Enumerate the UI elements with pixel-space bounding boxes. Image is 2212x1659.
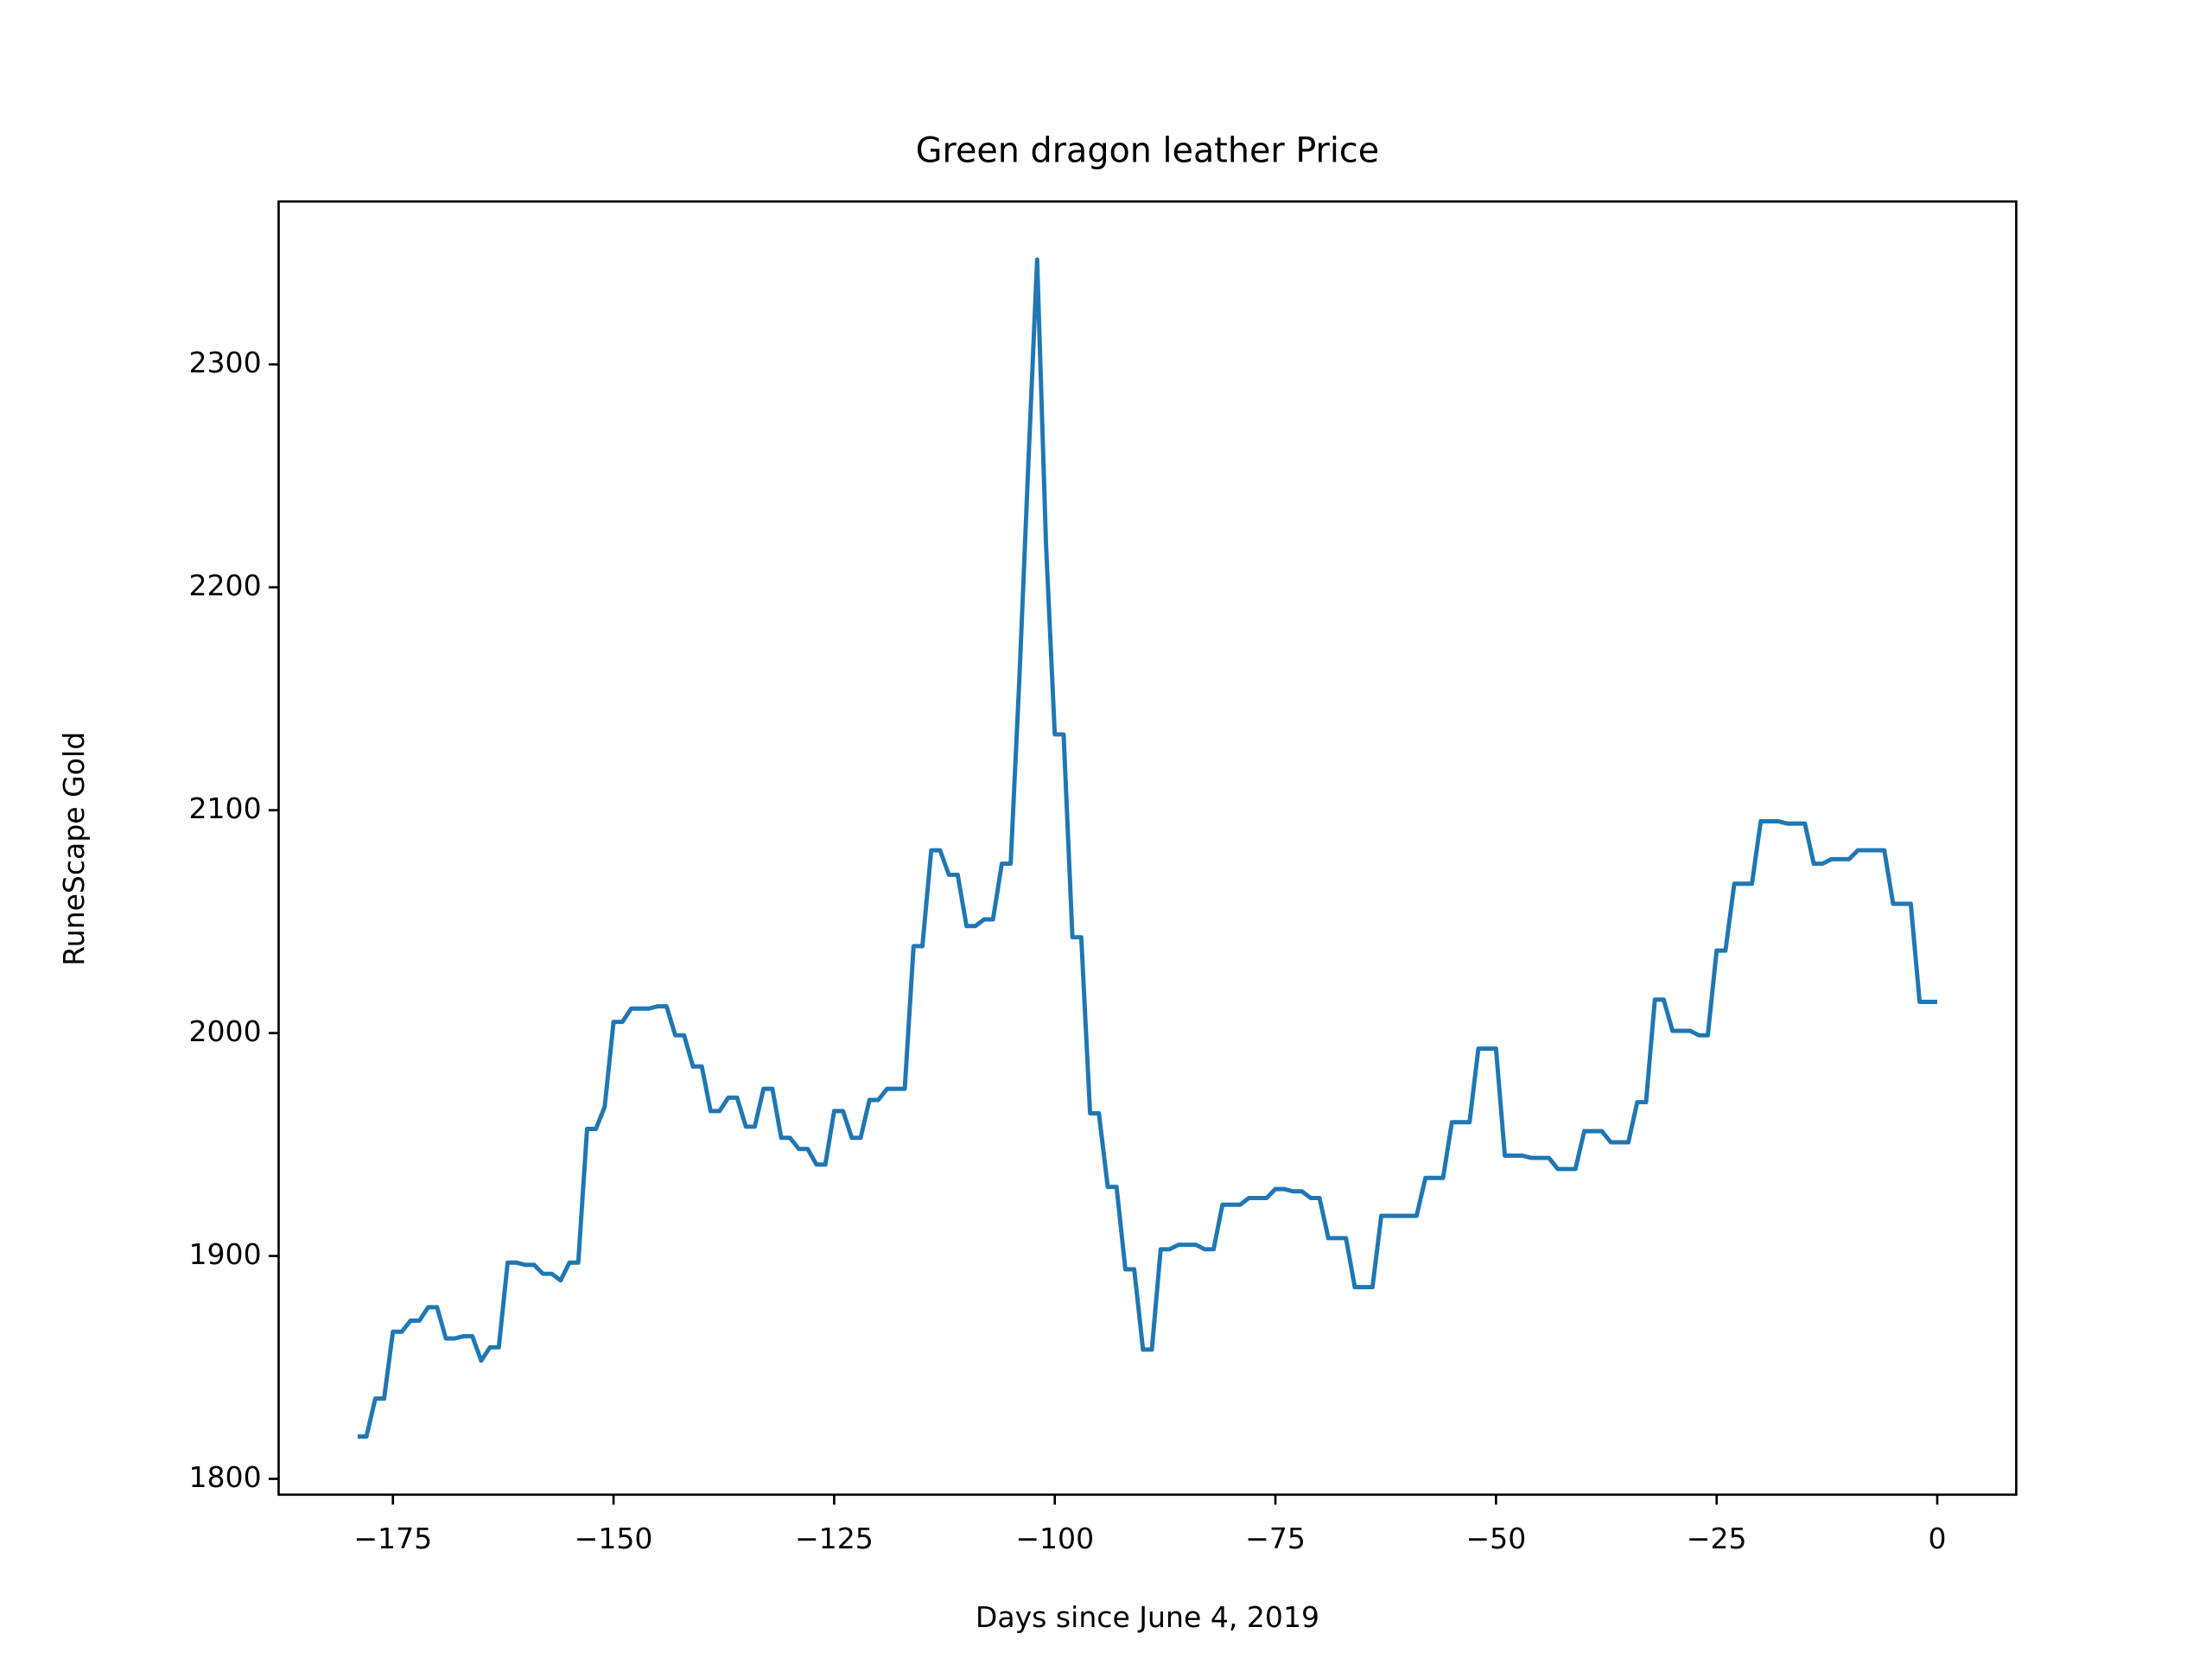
x-axis-label: Days since June 4, 2019 <box>976 1600 1319 1634</box>
y-axis-label: RuneScape Gold <box>57 732 91 966</box>
y-tick-label: 1900 <box>188 1237 261 1271</box>
x-tick-label: −25 <box>1687 1522 1747 1555</box>
x-tick-label: −125 <box>795 1522 874 1555</box>
x-tick-label: 0 <box>1929 1522 1947 1555</box>
x-tick-label: −100 <box>1015 1522 1094 1555</box>
price-line <box>357 257 1938 1439</box>
x-tick-label: −50 <box>1465 1522 1526 1555</box>
chart-title: Green dragon leather Price <box>916 130 1379 170</box>
y-tick-label: 2200 <box>188 569 261 602</box>
y-tick-label: 2100 <box>188 791 261 825</box>
y-tick-label: 2000 <box>188 1014 261 1048</box>
x-tick-label: −150 <box>575 1522 653 1555</box>
y-tick-label: 1800 <box>188 1460 261 1494</box>
x-tick-label: −75 <box>1245 1522 1306 1555</box>
plot-frame <box>277 200 2018 1497</box>
y-tick-label: 2300 <box>188 346 261 379</box>
x-tick-label: −175 <box>353 1522 432 1555</box>
